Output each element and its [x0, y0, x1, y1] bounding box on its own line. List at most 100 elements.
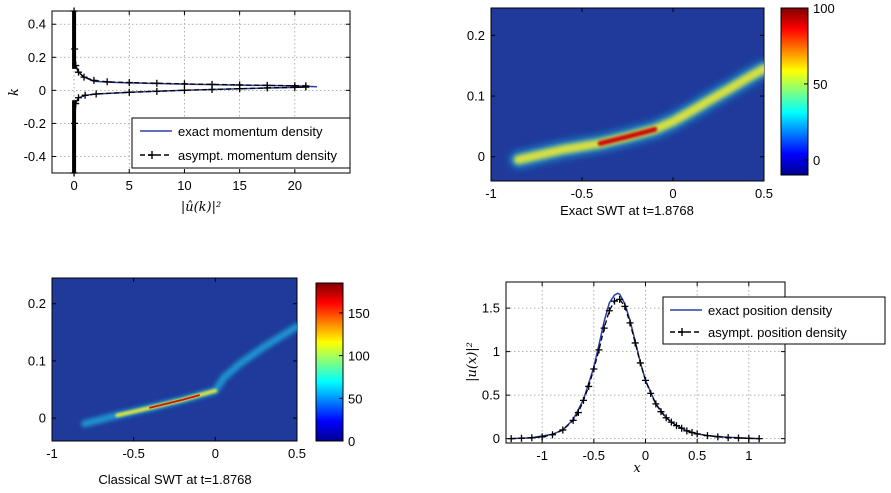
momentum-legend-asympt-marker	[148, 151, 156, 159]
asympt-series-marker	[81, 91, 89, 99]
asympt-series-marker	[590, 365, 598, 373]
asympt-series-marker	[302, 83, 310, 91]
exact-swt-x-ticks: -1 -0.5 0 0.5	[485, 8, 773, 201]
asympt-series-marker	[745, 434, 753, 442]
colorbar-tick-label: 150	[348, 306, 370, 321]
exact-swt-caption: Exact SWT at t=1.8768	[560, 203, 694, 218]
asympt-series-marker	[74, 68, 82, 76]
classical-swt-x-ticks: -1 -0.5 0 0.5	[46, 278, 306, 461]
asympt-series-marker	[714, 433, 722, 441]
asympt-series-marker	[574, 409, 582, 417]
position-legend-box	[662, 296, 886, 345]
x-tick-label: 0.5	[288, 446, 306, 461]
momentum-x-label: |û(k)|²	[181, 200, 221, 215]
x-tick-label: 0	[669, 186, 676, 201]
y-tick-label: 0.2	[28, 296, 46, 311]
asympt-series-marker	[103, 78, 111, 86]
x-tick-label: 0	[642, 448, 649, 463]
x-tick-label: 15	[232, 178, 246, 193]
asympt-series-marker	[507, 435, 515, 443]
y-tick-label: -0.2	[24, 116, 46, 131]
position-y-ticks: 0 0.5 1 1.5	[482, 301, 785, 446]
asympt-series-marker	[291, 83, 299, 91]
classical-swt-panel: -1 -0.5 0 0.5 0 0.1 0.2 Classical SWT at t=1.…	[28, 277, 370, 487]
asympt-series-marker	[678, 424, 686, 432]
x-tick-label: -1	[46, 446, 58, 461]
position-legend-asympt-marker	[678, 328, 686, 336]
momentum-x-ticks: 0 5 10 15 20	[70, 11, 302, 193]
momentum-y-ticks: -0.4 -0.2 0 0.2 0.4	[24, 17, 350, 164]
position-x-ticks: -1 -0.5 0 0.5 1	[536, 282, 752, 463]
asympt-series-marker	[662, 414, 670, 422]
asympt-series-marker	[125, 88, 133, 96]
asympt-series-marker	[616, 295, 624, 303]
asympt-series-marker	[636, 359, 644, 367]
y-tick-label: 1	[493, 344, 500, 359]
asympt-series-marker	[688, 429, 696, 437]
asympt-series-marker	[631, 339, 639, 347]
classical-swt-background	[51, 277, 298, 442]
position-legend-exact-label: exact position density	[708, 303, 833, 318]
x-tick-label: 1	[745, 448, 752, 463]
asympt-series-marker	[652, 400, 660, 408]
classical-swt-ridge-core	[149, 394, 200, 409]
asympt-series-marker	[153, 87, 161, 95]
y-tick-label: 0.1	[28, 353, 46, 368]
colorbar-tick-label: 0	[813, 153, 820, 168]
x-tick-label: -0.5	[571, 186, 593, 201]
asympt-series-marker	[538, 433, 546, 441]
exact-swt-ridge-mid	[513, 64, 764, 165]
x-tick-label: 0	[212, 446, 219, 461]
asympt-series-marker	[704, 432, 711, 440]
x-tick-label: -1	[485, 186, 497, 201]
asympt-series-marker	[755, 435, 763, 443]
asympt-series-marker	[621, 302, 629, 310]
asympt-series-marker	[585, 382, 593, 390]
momentum-legend-box	[131, 117, 351, 169]
asympt-series-marker	[569, 416, 577, 424]
momentum-y-label: k	[7, 88, 22, 96]
exact-swt-y-ticks: 0 0.1 0.2	[467, 28, 764, 164]
asympt-series-marker	[90, 76, 98, 84]
y-tick-label: 0	[39, 411, 46, 426]
y-tick-label: 0.2	[467, 28, 485, 43]
asympt-series-marker	[74, 94, 82, 102]
x-tick-label: -0.5	[122, 446, 144, 461]
x-tick-label: 20	[288, 178, 302, 193]
asympt-series-marker	[693, 430, 701, 438]
position-x-label: x	[633, 461, 641, 476]
colorbar-tick-label: 0	[348, 434, 355, 449]
asympt-series-marker	[180, 80, 188, 88]
asympt-series-marker	[673, 422, 680, 430]
position-series	[507, 292, 763, 443]
classical-swt-caption: Classical SWT at t=1.8768	[98, 472, 251, 487]
asympt-series-marker	[92, 90, 100, 98]
position-y-label: |u(x)|²	[465, 342, 480, 382]
classical-swt-y-ticks: 0 0.1 0.2	[28, 296, 297, 426]
y-tick-label: 0.2	[28, 50, 46, 65]
asympt-series-marker	[559, 426, 567, 434]
asympt-series-marker	[208, 86, 216, 94]
asympt-series-marker	[647, 389, 655, 397]
y-tick-label: 0.4	[28, 17, 46, 32]
asympt-series-marker	[528, 434, 536, 442]
x-tick-label: 10	[177, 178, 191, 193]
asympt-series-marker	[595, 346, 603, 354]
y-tick-label: 0	[39, 83, 46, 98]
asympt-series-marker	[580, 396, 587, 404]
asympt-series-marker	[125, 79, 133, 87]
classical-swt-colorbar	[315, 282, 344, 442]
y-tick-label: 0.5	[482, 388, 500, 403]
asympt-series-marker	[80, 73, 88, 81]
asympt-series-marker	[600, 324, 608, 332]
asympt-series-line	[73, 86, 306, 174]
asympt-series-marker	[611, 297, 618, 305]
x-tick-label: 0	[70, 178, 77, 193]
x-tick-label: 0.5	[755, 186, 773, 201]
y-tick-label: -0.4	[24, 149, 46, 164]
x-tick-label: 0.5	[688, 448, 706, 463]
x-tick-label: 5	[126, 178, 133, 193]
asympt-series-marker	[605, 307, 613, 315]
asympt-series-marker	[180, 86, 188, 94]
